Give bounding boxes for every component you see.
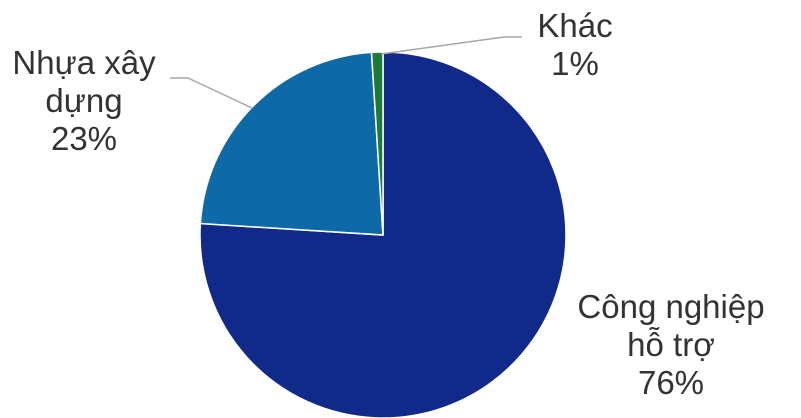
slice-value-label: 23% <box>51 120 117 157</box>
slice-category-label: dựng <box>45 82 122 119</box>
leader-lines <box>170 36 522 109</box>
slice-label-nhua-xay-dung: Nhựa xây dựng 23% <box>12 44 156 157</box>
pie-slice-cong-nghiep-ho-tro <box>199 51 567 418</box>
slice-labels: Công nghiệp hỗ trợ 76% Nhựa xây dựng 23% Khác 1… <box>12 7 764 401</box>
slice-label-cong-nghiep-ho-tro: Công nghiệp hỗ trợ 76% <box>577 288 764 401</box>
pie-slice-khac <box>370 51 384 236</box>
slice-category-label: Khác <box>537 7 612 44</box>
slice-value-label: 1% <box>551 45 599 82</box>
leader-line-nhua-xay-dung <box>170 77 253 109</box>
pie-slices <box>199 51 567 418</box>
leader-line-khac <box>380 36 522 55</box>
slice-value-label: 76% <box>638 364 704 401</box>
slice-category-label: Nhựa xây <box>12 44 156 81</box>
slice-category-label: hỗ trợ <box>627 326 715 363</box>
slice-label-khac: Khác 1% <box>537 7 612 82</box>
pie-slice-nhua-xay-dung <box>199 51 384 236</box>
slice-category-label: Công nghiệp <box>577 288 764 325</box>
